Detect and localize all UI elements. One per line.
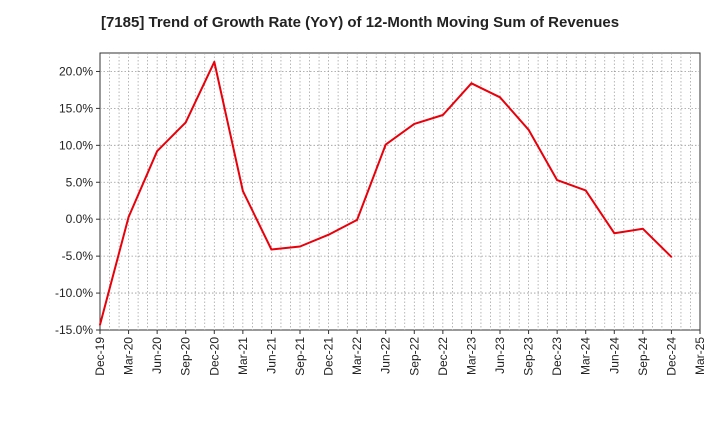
x-tick-label: Jun-24 xyxy=(607,337,621,374)
data-point xyxy=(299,245,301,248)
data-point xyxy=(499,96,501,99)
data-point xyxy=(127,216,130,218)
x-tick-label: Jun-22 xyxy=(379,337,393,374)
y-tick-label: 0.0% xyxy=(66,212,94,226)
y-axis-ticks: 20.0% 15.0% 10.0% 5.0% 0.0% -5.0% -10.0% -15.0% xyxy=(55,64,100,337)
y-tick-label: 5.0% xyxy=(66,175,94,189)
x-tick-label: Sep-21 xyxy=(293,337,307,376)
data-point xyxy=(670,255,673,258)
x-tick-label: Dec-24 xyxy=(664,337,678,376)
x-tick-label: Dec-21 xyxy=(322,337,336,376)
y-tick-label: 10.0% xyxy=(59,138,93,152)
data-point xyxy=(556,179,559,181)
data-point xyxy=(441,114,444,116)
data-point xyxy=(413,123,416,125)
x-tick-label: Dec-19 xyxy=(93,337,107,376)
grid-lines xyxy=(100,53,700,330)
x-tick-label: Mar-21 xyxy=(236,337,250,375)
chart-title: [7185] Trend of Growth Rate (YoY) of 12-… xyxy=(100,14,620,31)
x-tick-label: Sep-23 xyxy=(522,337,536,376)
plot-area xyxy=(99,52,701,331)
data-point xyxy=(356,219,359,221)
x-tick-label: Mar-20 xyxy=(122,337,136,375)
data-point xyxy=(384,143,387,146)
data-point xyxy=(527,128,530,131)
x-tick-label: Jun-21 xyxy=(264,337,278,374)
data-point xyxy=(241,190,244,193)
y-tick-label: -10.0% xyxy=(55,286,93,300)
x-tick-label: Dec-23 xyxy=(550,337,564,376)
x-tick-label: Jun-23 xyxy=(493,337,507,374)
data-point xyxy=(641,227,644,230)
series-layer xyxy=(99,60,673,326)
data-point xyxy=(613,232,616,235)
data-point xyxy=(213,60,216,63)
x-tick-label: Mar-22 xyxy=(350,337,364,375)
x-tick-label: Dec-22 xyxy=(436,337,450,376)
y-tick-label: -5.0% xyxy=(62,249,94,263)
x-axis-ticks: Dec-19 Mar-20 Jun-20 Sep-20 Dec-20 Mar-21 Jun-… xyxy=(93,330,707,376)
x-tick-label: Mar-23 xyxy=(464,337,478,375)
x-tick-label: Sep-24 xyxy=(636,337,650,376)
x-tick-label: Dec-20 xyxy=(207,337,221,376)
x-tick-label: Mar-25 xyxy=(693,337,707,375)
x-tick-label: Jun-20 xyxy=(150,337,164,374)
y-tick-label: -15.0% xyxy=(55,323,93,337)
x-tick-label: Sep-22 xyxy=(407,337,421,376)
data-point xyxy=(99,323,101,326)
y-tick-label: 20.0% xyxy=(59,64,93,78)
y-tick-label: 15.0% xyxy=(59,101,93,115)
data-point xyxy=(470,82,473,85)
data-point xyxy=(184,121,187,124)
data-point xyxy=(327,233,330,236)
data-point xyxy=(156,150,159,153)
x-tick-label: Mar-24 xyxy=(579,337,593,375)
data-point xyxy=(584,189,587,192)
x-tick-label: Sep-20 xyxy=(179,337,193,376)
data-point xyxy=(270,248,273,251)
